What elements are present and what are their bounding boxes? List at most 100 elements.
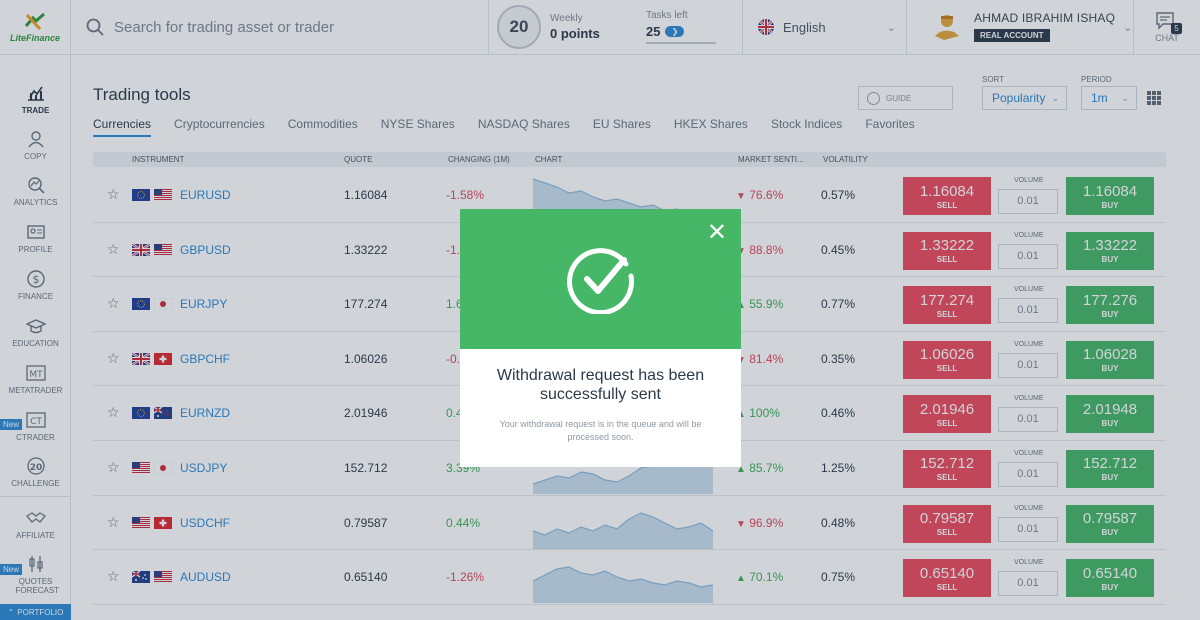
favorite-star-icon[interactable]: ☆ [107, 513, 120, 530]
table-row[interactable]: ☆ USDCHF 0.79587 0.44% ▼ 96.9% 0.48% 0.79587 SE… [93, 496, 1166, 551]
brand-logo[interactable]: LiteFinance [0, 0, 71, 55]
account-menu[interactable]: AHMAD IBRAHIM ISHAQ REAL ACCOUNT ⌄ [907, 0, 1134, 54]
sidebar-item-challenge[interactable]: 20 CHALLENGE [0, 456, 71, 488]
buy-button[interactable]: 0.79587 BUY [1066, 504, 1154, 543]
sidebar-item-education[interactable]: EDUCATION [0, 316, 71, 348]
chevron-down-icon: ⌄ [1051, 92, 1059, 103]
volume-input[interactable]: 0.01 [998, 571, 1058, 597]
instrument-quote: 152.712 [344, 460, 388, 475]
tab-cryptocurrencies[interactable]: Cryptocurrencies [174, 117, 265, 131]
chevron-down-icon: ⌄ [1123, 21, 1133, 34]
new-badge: New [0, 564, 23, 575]
sidebar-item-metatrader[interactable]: MT METATRADER [0, 363, 71, 395]
chevron-down-icon: ⌄ [1121, 92, 1129, 103]
tab-hkex-shares[interactable]: HKEX Shares [673, 117, 748, 131]
tasks-arrow-icon[interactable]: ❯ [665, 26, 685, 37]
portfolio-button[interactable]: ⌃ PORTFOLIO [0, 604, 71, 620]
instrument-quote: 177.274 [344, 297, 388, 312]
favorite-star-icon[interactable]: ☆ [107, 404, 120, 421]
favorite-star-icon[interactable]: ☆ [107, 295, 120, 312]
instrument-symbol[interactable]: EURUSD [180, 188, 231, 202]
favorite-star-icon[interactable]: ☆ [107, 240, 120, 257]
weekly-badge: 20 [497, 5, 541, 49]
sell-button[interactable]: 1.33222 SELL [903, 231, 991, 270]
account-name: AHMAD IBRAHIM ISHAQ [974, 11, 1116, 25]
sell-button[interactable]: 1.06026 SELL [903, 340, 991, 379]
buy-button[interactable]: 1.16084 BUY [1066, 177, 1154, 215]
sell-button[interactable]: 1.16084 SELL [903, 177, 991, 215]
guide-button[interactable]: GUIDE [858, 86, 953, 110]
close-icon[interactable]: ✕ [706, 219, 727, 246]
buy-button[interactable]: 2.01948 BUY [1066, 395, 1154, 434]
tab-currencies[interactable]: Currencies [93, 117, 152, 137]
volume-input[interactable]: 0.01 [998, 298, 1058, 324]
instrument-quote: 1.06026 [344, 351, 388, 366]
volume-input[interactable]: 0.01 [998, 189, 1058, 214]
instrument-symbol[interactable]: AUDUSD [180, 570, 231, 585]
instrument-symbol[interactable]: GBPUSD [180, 242, 231, 257]
sidebar-item-copy[interactable]: COPY [0, 129, 71, 161]
buy-button[interactable]: 1.06028 BUY [1066, 340, 1154, 379]
sort-select[interactable]: Popularity ⌄ [982, 86, 1067, 110]
period-select[interactable]: 1m ⌄ [1081, 86, 1137, 110]
favorite-star-icon[interactable]: ☆ [107, 186, 120, 202]
sell-button[interactable]: 152.712 SELL [903, 449, 991, 488]
sidebar-item-trade[interactable]: TRADE [0, 83, 71, 115]
grid-view-icon[interactable] [1147, 91, 1161, 105]
handshake-icon [25, 512, 46, 523]
tab-commodities[interactable]: Commodities [287, 117, 358, 131]
tab-stock-indices[interactable]: Stock Indices [770, 117, 843, 131]
sidebar-item-ctrader[interactable]: CT CTRADER [0, 410, 71, 442]
tab-favorites[interactable]: Favorites [865, 117, 915, 131]
volume-input[interactable]: 0.01 [998, 407, 1058, 433]
sidebar-item-finance[interactable]: $ FINANCE [0, 269, 71, 301]
tasks-progress-bar [646, 42, 716, 44]
instrument-volatility: 0.45% [821, 242, 856, 257]
search-icon [86, 18, 104, 36]
sidebar-item-quotes-forecast[interactable]: QUOTES FORECAST [0, 554, 71, 595]
chat-button[interactable]: 5 CHAT [1134, 0, 1200, 54]
favorite-star-icon[interactable]: ☆ [107, 568, 120, 585]
sell-button[interactable]: 2.01946 SELL [903, 395, 991, 434]
buy-button[interactable]: 1.33222 BUY [1066, 231, 1154, 270]
instrument-symbol[interactable]: USDCHF [180, 515, 230, 530]
sell-button[interactable]: 0.79587 SELL [903, 504, 991, 543]
tab-nyse-shares[interactable]: NYSE Shares [380, 117, 455, 131]
sidebar-item-analytics[interactable]: ANALYTICS [0, 175, 71, 207]
triangle-down-icon: ▼ [736, 518, 746, 530]
search-bar [71, 0, 489, 54]
search-input[interactable] [114, 18, 454, 36]
favorite-star-icon[interactable]: ☆ [107, 458, 120, 475]
buy-button[interactable]: 0.65140 BUY [1066, 559, 1154, 598]
flag-icon [154, 188, 172, 201]
instrument-symbol[interactable]: USDJPY [180, 460, 228, 475]
sidebar-item-affiliate[interactable]: AFFILIATE [0, 508, 71, 540]
flag-icon [132, 297, 150, 311]
sell-button[interactable]: 177.274 SELL [903, 286, 991, 325]
weekly-challenge[interactable]: 20 Weekly 0 points Tasks left 25 ❯ [489, 0, 743, 54]
volume-input[interactable]: 0.01 [998, 243, 1058, 269]
volume-input[interactable]: 0.01 [998, 461, 1058, 487]
sidebar: TRADE COPY ANALYTICS PROFILE $ FINANCE E… [0, 55, 71, 620]
favorite-star-icon[interactable]: ☆ [107, 349, 120, 366]
buy-button[interactable]: 177.276 BUY [1066, 286, 1154, 325]
tab-nasdaq-shares[interactable]: NASDAQ Shares [477, 117, 570, 131]
language-selector[interactable]: English ⌄ [743, 0, 907, 54]
volume-input[interactable]: 0.01 [998, 352, 1058, 378]
table-row[interactable]: ☆ AUDUSD 0.65140 -1.26% ▲ 70.1% 0.75% 0.65140 S… [93, 550, 1166, 605]
flag-icon [154, 243, 172, 256]
header-chart: CHART [535, 155, 563, 164]
page-title: Trading tools [93, 85, 191, 104]
instrument-quote: 2.01946 [344, 406, 388, 421]
instrument-symbol[interactable]: EURJPY [180, 297, 228, 312]
tab-eu-shares[interactable]: EU Shares [592, 117, 651, 131]
volume-label: VOLUME [1014, 449, 1044, 457]
avatar [935, 15, 959, 40]
instrument-symbol[interactable]: GBPCHF [180, 351, 231, 366]
volume-input[interactable]: 0.01 [998, 516, 1058, 542]
sidebar-item-profile[interactable]: PROFILE [0, 222, 71, 254]
buy-button[interactable]: 152.712 BUY [1066, 449, 1154, 488]
instrument-symbol[interactable]: EURNZD [180, 406, 230, 421]
modal-message: Your withdrawal request is in the queue … [499, 419, 702, 442]
sell-button[interactable]: 0.65140 SELL [903, 559, 991, 598]
